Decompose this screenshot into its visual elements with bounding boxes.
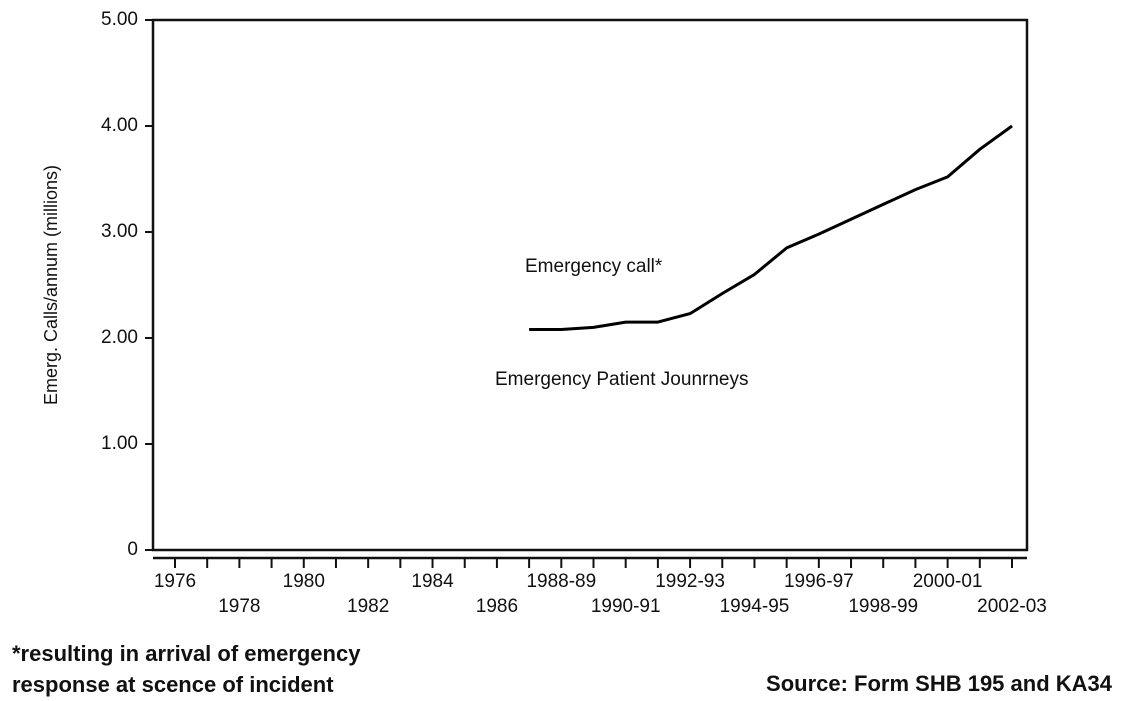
x-tick-label: 1994-95 <box>720 596 790 617</box>
source: Source: Form SHB 195 and KA34 <box>766 671 1113 696</box>
x-tick-label: 1978 <box>218 596 260 617</box>
x-tick-label: 1988-89 <box>526 571 596 592</box>
x-tick-label: 2000-01 <box>913 571 983 592</box>
x-tick-label: 1990-91 <box>591 596 661 617</box>
x-tick-label: 1984 <box>411 571 454 592</box>
y-tick-label: 4.00 <box>101 115 138 136</box>
line-series <box>529 124 1013 331</box>
x-tick-label: 2002-03 <box>977 596 1047 617</box>
x-tick-label: 1982 <box>347 596 389 617</box>
y-tick-label: 2.00 <box>101 327 138 348</box>
y-tick-label: 0 <box>127 539 138 560</box>
series-label: Emergency call* <box>525 256 663 277</box>
x-tick-label: 1992-93 <box>655 571 725 592</box>
y-axis-label: Emerg. Calls/annum (millions) <box>41 165 61 405</box>
footnote: response at scence of incident <box>12 672 334 697</box>
y-tick-label: 5.00 <box>101 9 138 30</box>
x-tick-label: 1986 <box>476 596 518 617</box>
footnote: *resulting in arrival of emergency <box>12 641 361 666</box>
x-tick-label: 1998-99 <box>848 596 918 617</box>
y-tick-label: 1.00 <box>101 433 138 454</box>
annotation: Emergency Patient Jounrneys <box>495 369 748 390</box>
plot-frame <box>151 18 1029 552</box>
x-tick-label: 1980 <box>283 571 325 592</box>
x-tick-label: 1976 <box>154 571 196 592</box>
y-tick-label: 3.00 <box>101 221 138 242</box>
x-tick-label: 1996-97 <box>784 571 854 592</box>
